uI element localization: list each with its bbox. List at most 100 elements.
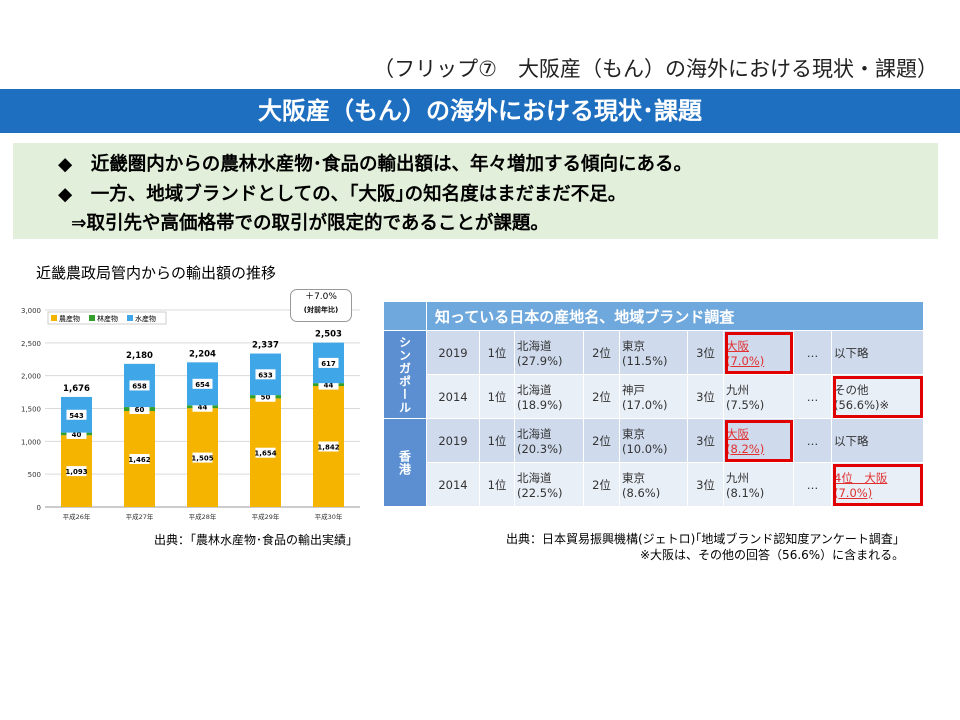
rank-cell: 1位 [479,418,515,463]
rank-cell: 2位 [583,418,620,463]
legend-swatch [51,315,57,321]
data-label-bg [129,453,150,464]
data-label-bg [192,378,213,389]
data-label-bg [318,379,339,390]
total-label: 2,204 [189,349,216,359]
other-highlight-cell: その他 (56.6%)※ [830,374,925,419]
x-tick-label: 平成27年 [126,512,154,521]
rest-cell: 以下略 [830,330,925,375]
rank-cell: 1位 [479,374,515,419]
data-label: 658 [132,382,147,390]
data-label-bg [66,409,87,420]
data-label: 40 [72,431,82,439]
place-cell: 東京 (8.6%) [619,462,688,507]
data-label-bg [318,441,339,452]
data-label: 44 [324,382,334,390]
x-tick-label: 平成29年 [252,512,280,521]
summary-line-2: ◆ 一方、地域ブランドとしての、｢大阪｣の知名度はまだまだ不足。 [58,184,627,205]
place-cell: 北海道 (27.9%) [514,330,584,375]
place-cell: 北海道 (22.5%) [514,462,584,507]
data-label-bg [66,466,87,477]
table-corner [383,301,427,331]
osaka-highlight-cell: 大阪 (7.0%) [723,330,794,375]
page-title: 大阪産（もん）の海外における現状･課題 [0,89,960,133]
place-cell: 九州 (8.1%) [723,462,794,507]
data-label-bg [318,357,339,368]
rank-cell: 1位 [479,462,515,507]
flip-label: （フリップ⑦ 大阪産（もん）の海外における現状・課題） [373,57,938,81]
x-tick-label: 平成26年 [63,512,91,521]
y-tick-label: 1,500 [21,406,41,414]
place-cell: 神戸 (17.0%) [619,374,688,419]
y-tick-label: 1,000 [21,438,41,446]
chart-title: 近畿農政局管内からの輸出額の推移 [36,264,277,282]
data-label-bg [192,452,213,463]
osaka-highlight-cell: 4位 大阪 (7.0%) [830,462,925,507]
data-label-bg [255,391,276,402]
total-label: 2,503 [315,330,342,340]
data-label: 1,505 [191,455,213,463]
country-hongkong: 香港 [383,418,427,507]
total-label: 2,180 [126,351,153,361]
data-label: 60 [135,406,145,414]
data-label-bg [129,404,150,415]
table-header: 知っている日本の産地名、地域ブランド調査 [425,301,925,331]
rank-cell: 2位 [583,374,620,419]
place-cell: 北海道 (18.9%) [514,374,584,419]
table-row-sg-2019: シンガポール 2019 1位 北海道 (27.9%) 2位 東京 (11.5%) 3… [383,330,925,419]
data-label: 654 [195,381,210,389]
place-cell: 北海道 (20.3%) [514,418,584,463]
legend-box [47,311,167,325]
year-cell: 2014 [426,374,480,419]
country-singapore: シンガポール [383,330,427,419]
yoy-callout: ＋7.0% (対前年比) [290,289,352,322]
data-label-bg [255,369,276,380]
year-cell: 2019 [426,330,480,375]
data-label: 617 [321,360,336,368]
summary-line-1: ◆ 近畿圏内からの農林水産物･食品の輸出額は、年々増加する傾向にある。 [58,154,692,175]
rest-cell: 以下略 [830,418,925,463]
data-label-bg [129,380,150,391]
rank-cell: 1位 [479,330,515,375]
data-label: 633 [258,371,273,379]
place-cell: 東京 (10.0%) [619,418,688,463]
table-row-hk-2019: 香港 2019 1位 北海道 (20.3%) 2位 東京 (10.0%) 3位 大阪… [383,418,925,507]
y-tick-label: 500 [28,471,41,479]
data-label-bg [255,447,276,458]
table-note: ※大阪は、その他の回答（56.6%）に含まれる。 [640,548,905,562]
data-label: 1,462 [128,456,150,464]
rank-cell: 3位 [687,374,724,419]
total-label: 1,676 [63,384,90,394]
yoy-callout-value: ＋7.0% [305,292,337,302]
legend-label: 水産物 [135,314,156,323]
table-row-sg-2014: 2014 1位 北海道 (18.9%) 2位 神戸 (17.0%) 3位 九州 (7.… [384,374,925,419]
summary-box: ◆ 近畿圏内からの農林水産物･食品の輸出額は、年々増加する傾向にある。 ◆ 一方… [13,143,938,239]
y-tick-label: 2,000 [21,373,41,381]
export-bar-chart: 0 500 1,000 1,500 2,000 2,500 3,000 1,093 40 543 1… [21,307,360,521]
legend-swatch [127,315,133,321]
rank-cell: 3位 [687,418,724,463]
x-tick-label: 平成30年 [315,512,343,521]
ellipsis-cell: … [793,374,832,419]
data-label: 543 [69,412,84,420]
summary-line-3: ⇒取引先や高価格帯での取引が限定的であることが課題。 [71,213,549,234]
place-cell: 東京 (11.5%) [619,330,688,375]
chart-source: 出典：｢農林水産物･食品の輸出実績｣ [154,533,353,547]
x-tick-label: 平成28年 [189,512,217,521]
data-label: 1,654 [254,450,276,458]
legend-label: 農産物 [59,314,80,323]
rank-cell: 3位 [687,462,724,507]
table-row-hk-2014: 2014 1位 北海道 (22.5%) 2位 東京 (8.6%) 3位 九州 (8.1… [384,462,925,507]
place-cell: 九州 (7.5%) [723,374,794,419]
osaka-highlight-cell: 大阪 (8.2%) [723,418,794,463]
yoy-callout-label: (対前年比) [303,306,339,314]
legend-swatch [89,315,95,321]
year-cell: 2014 [426,462,480,507]
data-label-bg [192,401,213,412]
data-label: 1,093 [65,468,87,476]
data-label: 50 [261,394,271,402]
rank-cell: 3位 [687,330,724,375]
data-label-bg [66,428,87,439]
y-tick-label: 0 [37,504,41,512]
legend-label: 林産物 [97,314,118,323]
